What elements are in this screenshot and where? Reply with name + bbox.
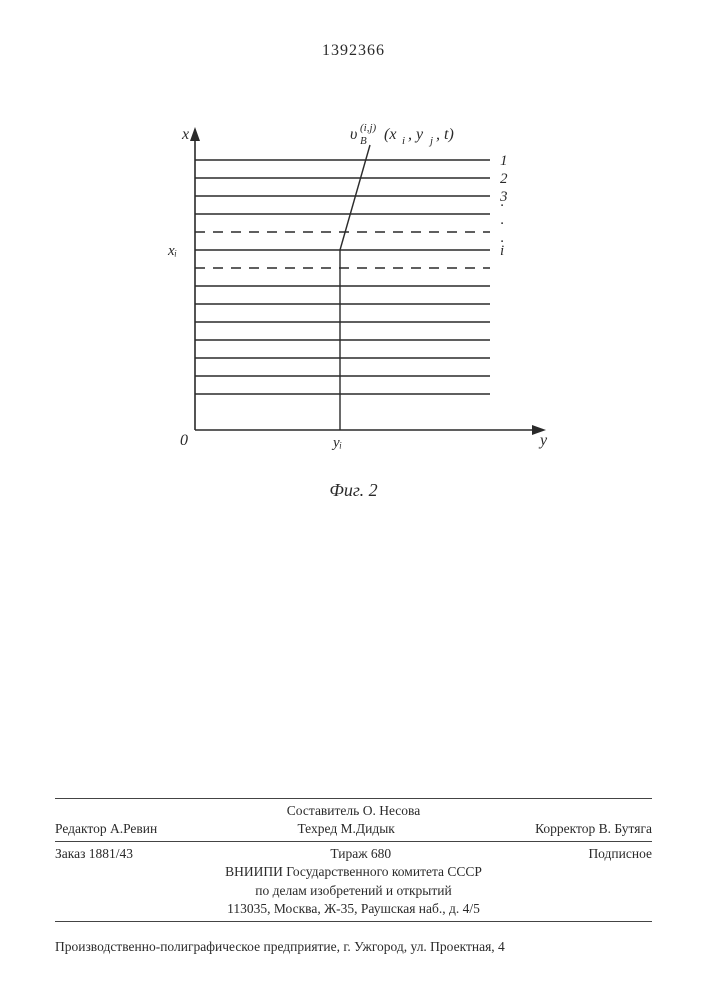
tech-editor: Техред М.Дидык xyxy=(297,820,394,838)
address-line: 113035, Москва, Ж-35, Раушская наб., д. … xyxy=(55,900,652,918)
compiler-line: Составитель О. Несова xyxy=(55,802,652,820)
svg-text:y: y xyxy=(538,432,548,449)
svg-text:В: В xyxy=(360,135,367,147)
svg-text:i: i xyxy=(500,243,504,259)
order-number: Заказ 1881/43 xyxy=(55,845,133,863)
svg-text:i: i xyxy=(402,135,405,147)
svg-text:, t): , t) xyxy=(436,126,454,143)
print-run: Тираж 680 xyxy=(330,845,391,863)
svg-text:2: 2 xyxy=(500,171,508,187)
svg-text:1: 1 xyxy=(500,153,508,169)
editor: Редактор А.Ревин xyxy=(55,820,157,838)
svg-text:(x: (x xyxy=(384,126,396,143)
colophon-block: Составитель О. Несова Редактор А.Ревин Т… xyxy=(55,795,652,925)
figure-diagram: x y 0 xᵢ yᵢ υ В (i,j) (x i , y j , t) 1 2… xyxy=(140,115,560,475)
svg-text:·: · xyxy=(500,216,504,232)
svg-text:·: · xyxy=(500,198,504,214)
corrector: Корректор В. Бутяга xyxy=(535,820,652,838)
svg-text:j: j xyxy=(428,135,433,147)
svg-text:, y: , y xyxy=(408,126,424,143)
org-line-2: по делам изобретений и открытий xyxy=(55,882,652,900)
footer-printer: Производственно-полиграфическое предприя… xyxy=(55,939,652,955)
svg-text:0: 0 xyxy=(180,432,188,449)
subscription: Подписное xyxy=(588,845,652,863)
svg-text:(i,j): (i,j) xyxy=(360,122,377,134)
org-line-1: ВНИИПИ Государственного комитета СССР xyxy=(55,863,652,881)
svg-text:υ: υ xyxy=(350,126,357,143)
svg-text:yᵢ: yᵢ xyxy=(331,435,342,451)
svg-text:xᵢ: xᵢ xyxy=(167,243,177,259)
patent-number: 1392366 xyxy=(0,42,707,60)
figure-caption: Фиг. 2 xyxy=(0,480,707,501)
svg-text:x: x xyxy=(181,126,189,143)
